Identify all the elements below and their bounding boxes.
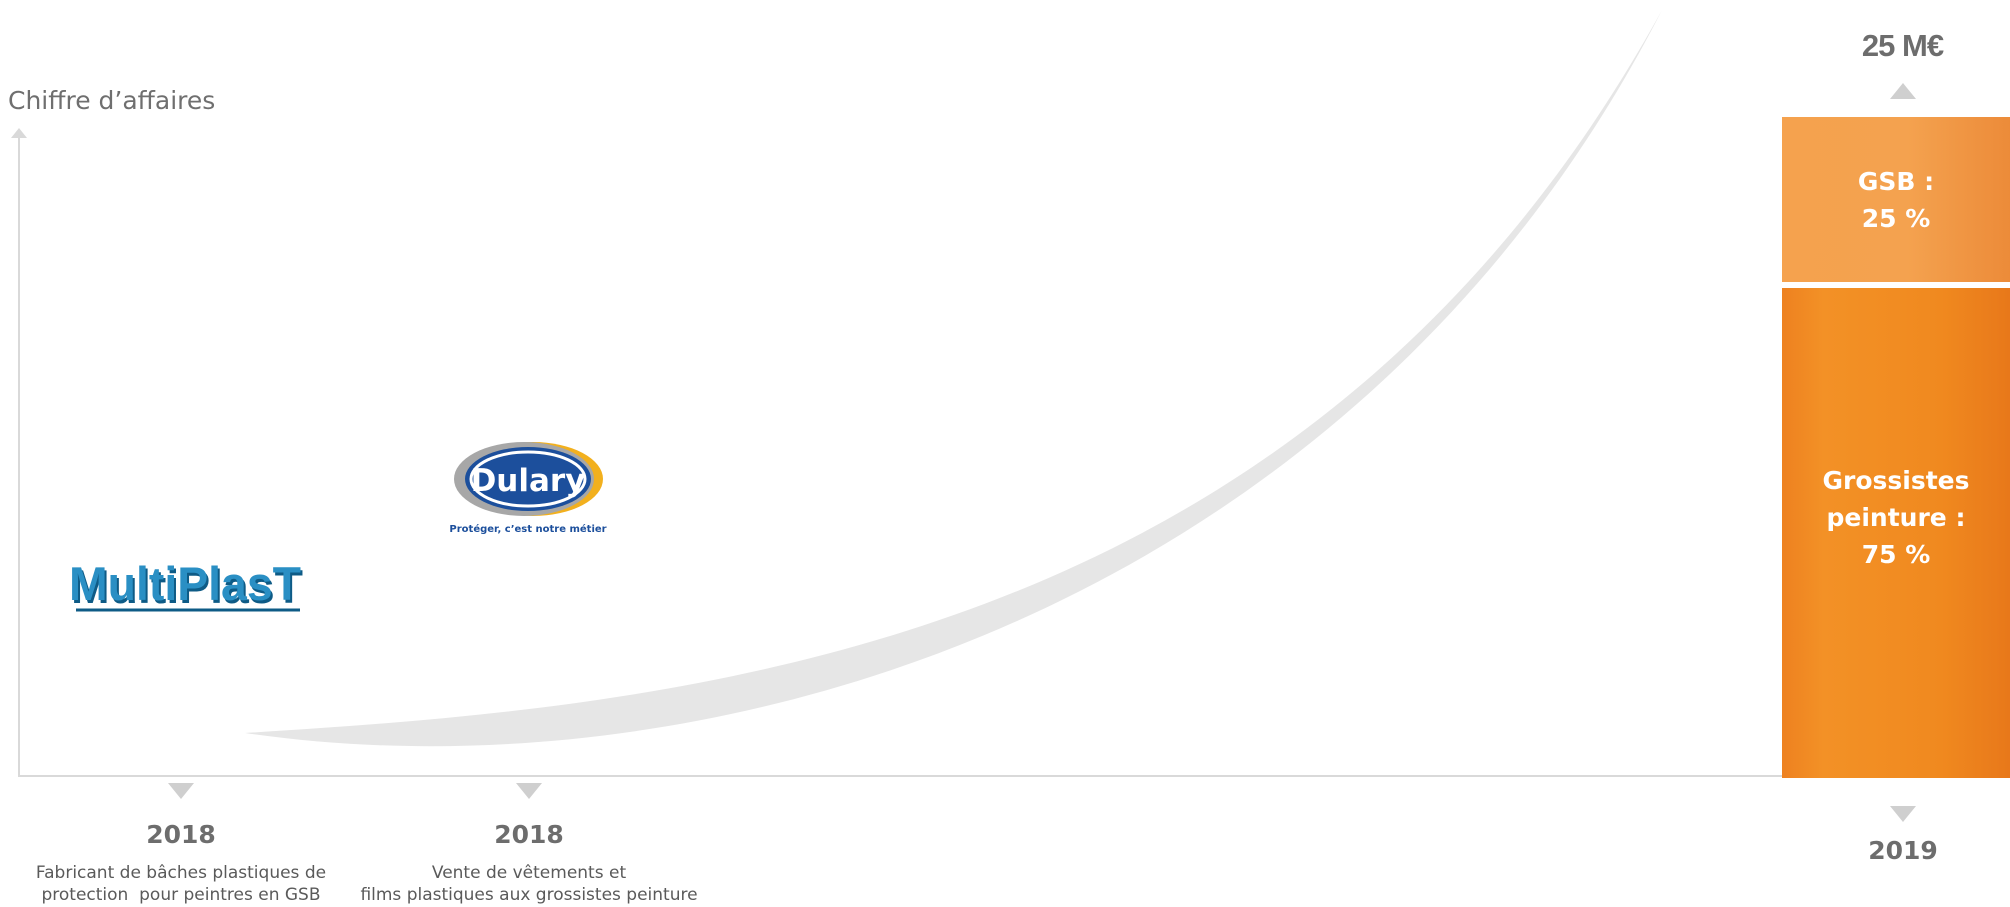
current-year-marker-icon <box>1890 806 1916 822</box>
segment-grossistes: Grossistes peinture : 75 % <box>1782 288 2010 778</box>
svg-text:MultiPlasT: MultiPlasT <box>69 557 301 610</box>
segment-gsb-label: GSB : 25 % <box>1857 166 1935 233</box>
milestone-1-marker-icon <box>168 783 194 799</box>
current-year: 2019 <box>1868 836 1938 865</box>
total-revenue-label: 25 M€ <box>1861 28 1944 63</box>
svg-text:Dulary: Dulary <box>471 463 586 499</box>
milestone-1-caption: Fabricant de bâches plastiques de protec… <box>35 863 327 905</box>
milestone-2-year: 2018 <box>494 820 564 849</box>
y-axis-label: Chiffre d’affaires <box>8 86 216 115</box>
milestone-2-caption: Vente de vêtements et films plastiques a… <box>360 863 698 905</box>
svg-text:MultiPlasT: MultiPlasT <box>71 560 303 613</box>
dulary-logo: Dulary Protéger, c’est notre métier <box>449 442 607 535</box>
milestone-1-year: 2018 <box>146 820 216 849</box>
segment-gsb: GSB : 25 % <box>1782 117 2010 282</box>
y-axis-arrow-icon <box>11 128 27 138</box>
milestone-2-marker-icon <box>516 783 542 799</box>
multiplast-logo: MultiPlasT MultiPlasT <box>69 557 303 613</box>
dulary-tagline: Protéger, c’est notre métier <box>449 523 606 535</box>
growth-swoosh <box>245 10 1662 747</box>
segment-grossistes-label: Grossistes peinture : 75 % <box>1822 465 1970 569</box>
total-up-arrow-icon <box>1890 83 1916 99</box>
